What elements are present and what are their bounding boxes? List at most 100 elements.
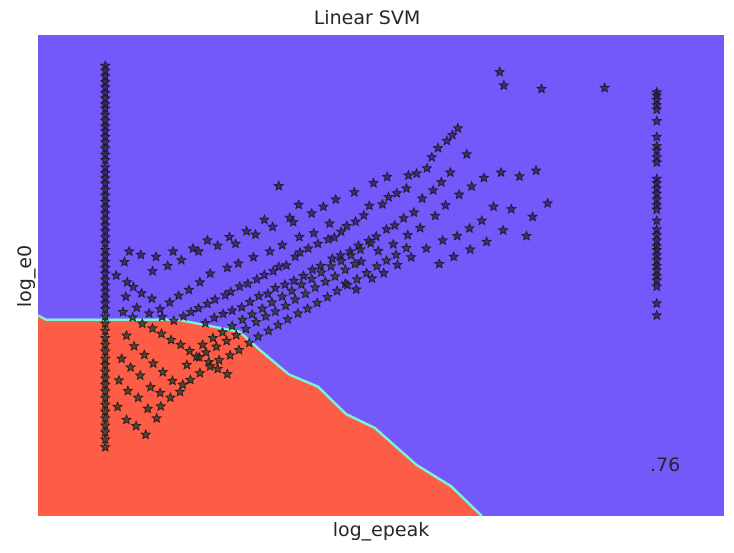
data-point-star — [367, 177, 379, 188]
data-point-star — [387, 238, 399, 249]
data-point-star — [398, 212, 410, 223]
data-point-star — [324, 217, 336, 229]
data-point-star — [498, 79, 510, 91]
data-point-star — [162, 260, 174, 271]
chart-title: Linear SVM — [313, 7, 421, 29]
data-point-star — [432, 142, 444, 153]
data-point-star — [209, 293, 221, 305]
data-point-star — [289, 293, 301, 305]
data-point-star — [315, 266, 327, 278]
data-point-star — [266, 221, 279, 232]
data-point-star — [370, 230, 382, 242]
data-point-star — [266, 296, 278, 308]
data-point-star — [122, 385, 134, 396]
data-point-star — [391, 259, 403, 270]
data-point-star — [463, 222, 476, 234]
data-point-star — [262, 287, 274, 299]
data-point-star — [174, 386, 186, 397]
data-point-star — [273, 180, 285, 191]
data-point-star — [378, 267, 390, 278]
data-point-star — [651, 131, 663, 142]
data-point-star — [371, 260, 383, 272]
data-point-star — [446, 129, 458, 140]
data-point-star — [433, 258, 445, 269]
data-point-star — [151, 412, 163, 424]
data-point-star — [155, 327, 167, 339]
data-point-star — [330, 193, 342, 205]
data-point-star — [651, 115, 663, 126]
data-point-star — [341, 279, 354, 290]
data-point-star — [240, 323, 252, 334]
data-point-star — [143, 307, 155, 319]
data-point-star — [147, 265, 159, 276]
data-point-star — [175, 338, 187, 350]
data-point-star — [132, 391, 144, 403]
data-point-star — [142, 402, 154, 414]
data-point-star — [175, 254, 187, 265]
data-point-star — [292, 307, 304, 319]
data-point-star — [478, 172, 490, 183]
data-point-star — [167, 245, 179, 257]
data-point-star — [144, 381, 157, 392]
data-point-star — [536, 83, 548, 94]
data-point-star — [258, 269, 270, 280]
data-point-star — [232, 257, 244, 269]
data-point-star — [208, 311, 220, 323]
data-point-star — [194, 367, 206, 378]
data-point-star — [439, 199, 451, 211]
data-point-star — [651, 156, 663, 168]
data-point-star — [99, 441, 111, 452]
data-point-star — [112, 400, 124, 412]
data-point-star — [476, 214, 488, 226]
data-point-star — [201, 298, 213, 309]
data-point-star — [411, 167, 423, 179]
data-point-star — [380, 223, 393, 235]
data-point-star — [155, 400, 167, 412]
data-point-star — [256, 302, 268, 314]
data-point-star — [426, 151, 438, 162]
data-point-star — [247, 251, 259, 262]
data-point-star — [452, 122, 464, 134]
data-point-star — [302, 242, 314, 254]
data-point-star — [236, 301, 248, 312]
data-point-star — [331, 285, 343, 296]
data-point-star — [267, 265, 279, 276]
data-point-star — [365, 237, 377, 249]
data-point-star — [339, 263, 351, 275]
data-point-star — [437, 234, 449, 246]
data-point-star — [183, 284, 195, 295]
data-point-star — [414, 222, 426, 233]
data-point-star — [405, 251, 417, 262]
data-point-star — [530, 164, 542, 176]
data-point-star — [286, 285, 298, 296]
data-point-star — [494, 66, 506, 77]
data-point-star — [315, 260, 327, 271]
data-point-star — [164, 296, 176, 308]
data-point-star — [223, 231, 236, 242]
data-point-star — [194, 276, 206, 287]
data-point-star — [118, 256, 130, 267]
data-point-star — [241, 225, 253, 236]
data-point-star — [150, 250, 162, 262]
decision-boundary-line — [37, 314, 483, 517]
data-point-star — [306, 273, 318, 284]
data-point-star — [651, 280, 663, 292]
data-point-star — [520, 230, 532, 241]
data-point-star — [213, 354, 225, 365]
data-point-star — [269, 305, 281, 317]
data-point-star — [427, 184, 439, 196]
data-point-star — [123, 245, 135, 257]
data-point-star — [321, 291, 334, 302]
data-point-star — [351, 273, 363, 285]
data-point-star — [184, 374, 196, 385]
data-point-star — [429, 210, 441, 221]
data-point-star — [288, 274, 300, 286]
data-point-star — [526, 210, 539, 222]
data-point-star — [154, 303, 166, 314]
data-point-star — [416, 192, 428, 204]
data-point-star — [168, 314, 180, 326]
data-point-star — [156, 311, 168, 322]
data-point-star — [193, 245, 205, 257]
data-point-star — [329, 270, 341, 282]
data-point-star — [200, 346, 212, 358]
